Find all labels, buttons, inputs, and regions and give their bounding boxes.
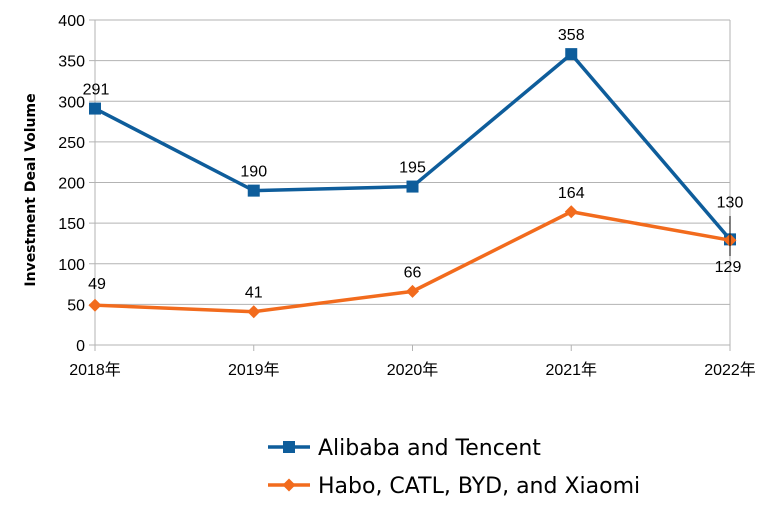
x-tick-label: 2021年 [545, 361, 597, 379]
data-label: 49 [88, 276, 106, 293]
legend-marker [282, 478, 296, 492]
series-layer [88, 48, 737, 319]
legend-label: Alibaba and Tencent [318, 436, 541, 461]
y-tick-label: 200 [58, 176, 85, 193]
data-label: 41 [245, 285, 263, 302]
y-tick-label: 400 [58, 13, 85, 30]
data-point [565, 48, 578, 61]
data-label: 190 [240, 164, 267, 181]
series-line [94, 51, 732, 241]
data-point [88, 298, 102, 312]
data-label: 291 [83, 82, 110, 99]
gridlines [89, 19, 731, 346]
data-point [247, 184, 260, 197]
data-label: 129 [715, 259, 742, 276]
x-tick-labels: 2018年 2019年 2020年 2021年 2022年 [69, 345, 756, 379]
data-point [89, 102, 101, 115]
y-tick-label: 250 [58, 135, 85, 152]
y-tick-label: 300 [58, 94, 85, 111]
data-label: 195 [399, 160, 426, 177]
y-tick-label: 100 [58, 257, 85, 274]
data-point [564, 205, 578, 219]
legend-label: Habo, CATL, BYD, and Xiaomi [318, 474, 640, 499]
x-tick-label: 2018年 [69, 361, 121, 379]
data-label: 164 [558, 185, 585, 202]
y-axis-label: Investment Deal Volume [23, 93, 39, 286]
data-label: 130 [717, 194, 744, 211]
y-tick-labels: 0 50 100 150 200 250 300 350 400 [58, 13, 85, 355]
x-tick-label: 2019年 [228, 361, 280, 379]
data-labels: 291 190 195 358 130 49 41 66 164 129 [83, 27, 744, 302]
y-tick-label: 0 [76, 338, 85, 355]
y-tick-label: 350 [58, 54, 85, 71]
y-tick-label: 150 [58, 216, 85, 233]
x-tick-label: 2020年 [387, 361, 439, 379]
legend-marker [283, 441, 295, 453]
data-point [247, 305, 261, 319]
legend: Alibaba and Tencent Habo, CATL, BYD, and … [268, 436, 640, 499]
data-point [406, 180, 419, 193]
y-tick-label: 50 [67, 297, 85, 314]
data-label: 358 [558, 27, 585, 44]
x-tick-label: 2022年 [704, 361, 756, 379]
data-point [406, 284, 419, 298]
data-label: 66 [404, 264, 422, 281]
